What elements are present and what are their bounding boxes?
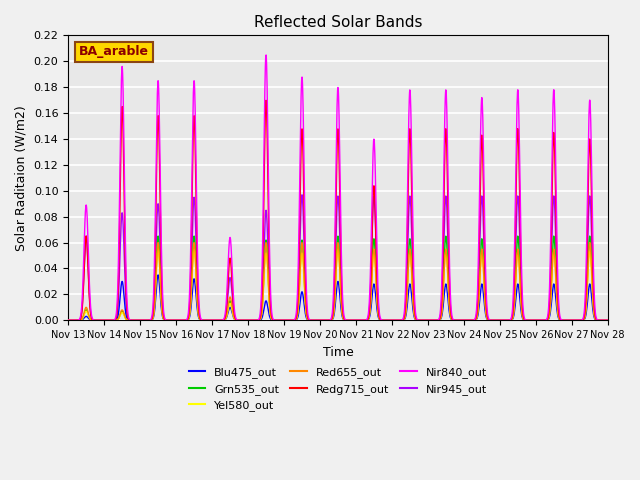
Yel580_out bbox=[365, 313, 373, 319]
Line: Redg715_out: Redg715_out bbox=[68, 100, 608, 320]
Nir840_out bbox=[495, 317, 502, 323]
Yel580_out bbox=[154, 246, 162, 252]
Yel580_out bbox=[556, 317, 564, 323]
Blu475_out bbox=[556, 317, 564, 323]
Nir945_out bbox=[298, 192, 306, 198]
Nir840_out bbox=[604, 317, 612, 323]
Blu475_out bbox=[215, 317, 223, 323]
Redg715_out bbox=[556, 316, 564, 322]
Y-axis label: Solar Raditaion (W/m2): Solar Raditaion (W/m2) bbox=[15, 105, 28, 251]
Line: Blu475_out: Blu475_out bbox=[68, 275, 608, 320]
Yel580_out bbox=[572, 317, 579, 323]
Redg715_out bbox=[495, 317, 502, 323]
Blu475_out bbox=[495, 317, 502, 323]
Yel580_out bbox=[64, 317, 72, 323]
Red655_out bbox=[215, 317, 223, 323]
Grn535_out bbox=[604, 317, 612, 323]
Text: BA_arable: BA_arable bbox=[79, 45, 149, 58]
Redg715_out bbox=[354, 317, 362, 323]
Redg715_out bbox=[64, 317, 72, 323]
Blu475_out bbox=[365, 315, 373, 321]
Grn535_out bbox=[495, 317, 502, 323]
Red655_out bbox=[571, 317, 579, 323]
Yel580_out bbox=[215, 317, 223, 323]
Blu475_out bbox=[354, 317, 362, 323]
Nir945_out bbox=[365, 307, 373, 312]
Nir945_out bbox=[495, 317, 502, 323]
Red655_out bbox=[64, 317, 72, 323]
Red655_out bbox=[365, 314, 373, 320]
Nir840_out bbox=[572, 317, 579, 323]
Legend: Blu475_out, Grn535_out, Yel580_out, Red655_out, Redg715_out, Nir840_out, Nir945_: Blu475_out, Grn535_out, Yel580_out, Red6… bbox=[184, 363, 492, 416]
Nir840_out bbox=[354, 317, 362, 323]
Nir945_out bbox=[215, 317, 223, 323]
Yel580_out bbox=[604, 317, 612, 323]
Nir945_out bbox=[64, 317, 72, 323]
Grn535_out bbox=[353, 317, 361, 323]
Nir945_out bbox=[354, 317, 362, 323]
Redg715_out bbox=[215, 317, 223, 323]
Line: Nir840_out: Nir840_out bbox=[68, 55, 608, 320]
Line: Grn535_out: Grn535_out bbox=[68, 236, 608, 320]
Yel580_out bbox=[495, 317, 502, 323]
Grn535_out bbox=[586, 233, 593, 239]
Title: Reflected Solar Bands: Reflected Solar Bands bbox=[253, 15, 422, 30]
Red655_out bbox=[556, 317, 564, 323]
Line: Nir945_out: Nir945_out bbox=[68, 195, 608, 320]
Nir840_out bbox=[215, 317, 223, 323]
Yel580_out bbox=[354, 317, 362, 323]
Nir945_out bbox=[604, 317, 612, 323]
Nir840_out bbox=[262, 52, 270, 58]
Blu475_out bbox=[64, 317, 72, 323]
Grn535_out bbox=[215, 317, 223, 323]
Grn535_out bbox=[556, 317, 564, 323]
Line: Yel580_out: Yel580_out bbox=[68, 249, 608, 320]
Red655_out bbox=[353, 317, 361, 323]
Red655_out bbox=[495, 317, 502, 323]
Redg715_out bbox=[262, 97, 270, 103]
Nir945_out bbox=[556, 316, 564, 322]
Grn535_out bbox=[571, 317, 579, 323]
Blu475_out bbox=[604, 317, 612, 323]
Nir840_out bbox=[64, 317, 72, 323]
Nir840_out bbox=[365, 299, 373, 305]
Redg715_out bbox=[365, 309, 373, 314]
X-axis label: Time: Time bbox=[323, 346, 353, 359]
Red655_out bbox=[586, 240, 593, 245]
Red655_out bbox=[604, 317, 612, 323]
Grn535_out bbox=[64, 317, 72, 323]
Redg715_out bbox=[604, 317, 612, 323]
Nir945_out bbox=[572, 317, 579, 323]
Line: Red655_out: Red655_out bbox=[68, 242, 608, 320]
Nir840_out bbox=[556, 315, 564, 321]
Grn535_out bbox=[365, 313, 373, 319]
Blu475_out bbox=[572, 317, 579, 323]
Redg715_out bbox=[572, 317, 579, 323]
Blu475_out bbox=[154, 272, 162, 278]
